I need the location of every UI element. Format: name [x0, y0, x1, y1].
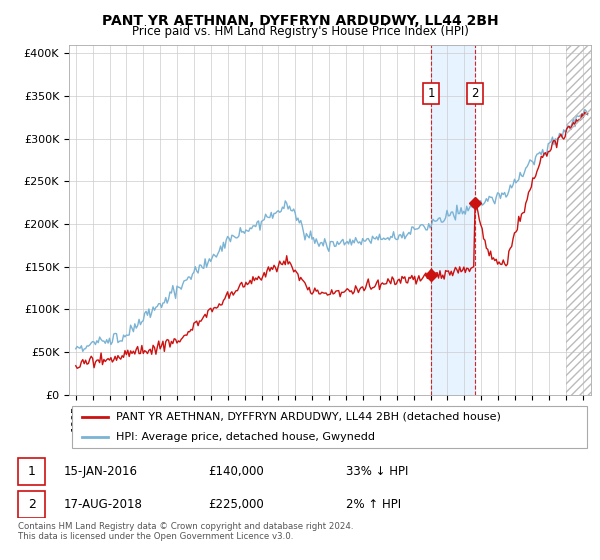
FancyBboxPatch shape — [18, 491, 46, 518]
Text: 2% ↑ HPI: 2% ↑ HPI — [346, 498, 401, 511]
FancyBboxPatch shape — [18, 458, 46, 486]
Text: HPI: Average price, detached house, Gwynedd: HPI: Average price, detached house, Gwyn… — [116, 432, 375, 442]
Text: £225,000: £225,000 — [208, 498, 263, 511]
Text: PANT YR AETHNAN, DYFFRYN ARDUDWY, LL44 2BH (detached house): PANT YR AETHNAN, DYFFRYN ARDUDWY, LL44 2… — [116, 412, 501, 422]
Text: PANT YR AETHNAN, DYFFRYN ARDUDWY, LL44 2BH: PANT YR AETHNAN, DYFFRYN ARDUDWY, LL44 2… — [101, 14, 499, 28]
Text: 17-AUG-2018: 17-AUG-2018 — [64, 498, 143, 511]
Text: 2: 2 — [28, 498, 35, 511]
Text: £140,000: £140,000 — [208, 465, 263, 478]
Text: 2: 2 — [471, 87, 479, 100]
Bar — [566, 45, 591, 395]
Text: 33% ↓ HPI: 33% ↓ HPI — [346, 465, 409, 478]
FancyBboxPatch shape — [71, 405, 587, 449]
Bar — [431, 45, 475, 395]
Text: 15-JAN-2016: 15-JAN-2016 — [64, 465, 138, 478]
Text: Contains HM Land Registry data © Crown copyright and database right 2024.
This d: Contains HM Land Registry data © Crown c… — [18, 522, 353, 542]
Text: Price paid vs. HM Land Registry's House Price Index (HPI): Price paid vs. HM Land Registry's House … — [131, 25, 469, 38]
Text: 1: 1 — [28, 465, 35, 478]
Text: 1: 1 — [427, 87, 435, 100]
